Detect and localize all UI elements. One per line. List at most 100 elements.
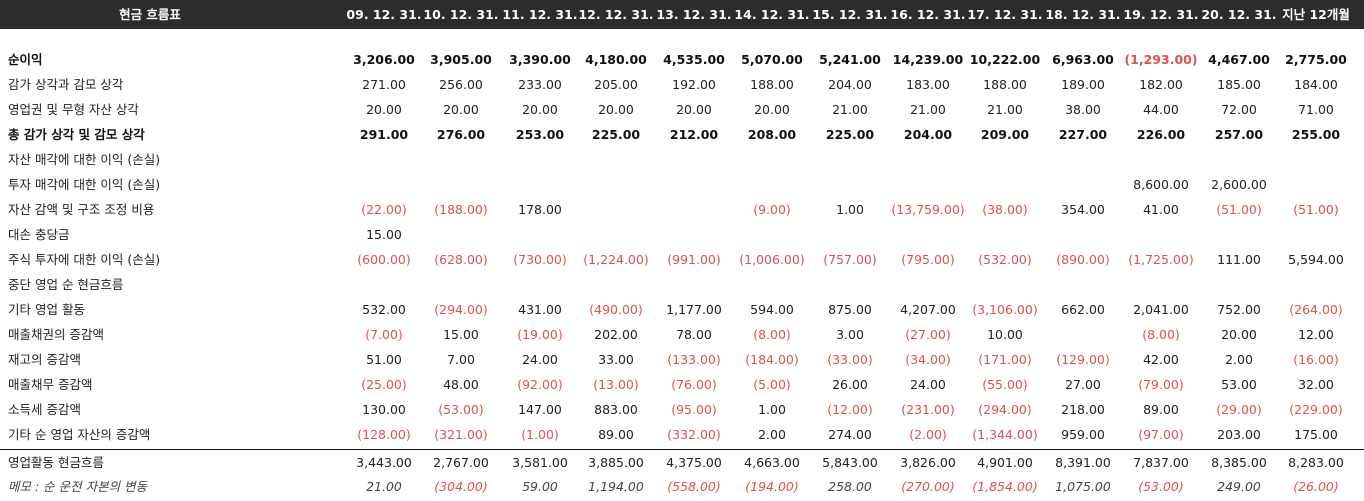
table-cell: (129.00) <box>1056 352 1110 367</box>
table-cell: (19.00) <box>517 327 563 342</box>
table-cell: 15.00 <box>366 227 402 242</box>
table-cell <box>1275 172 1357 197</box>
table-title: 현금 흐름표 <box>119 7 181 22</box>
table-cell: 1,075.00 <box>1055 479 1111 494</box>
table-cell: (757.00) <box>823 252 877 267</box>
table-cell: 72.00 <box>1221 102 1257 117</box>
table-cell: (16.00) <box>1293 352 1339 367</box>
table-cell: (3,106.00) <box>972 302 1038 317</box>
table-cell: 253.00 <box>515 127 565 142</box>
table-row: 주식 투자에 대한 이익 (손실) (600.00) (628.00) (730.00… <box>0 247 1364 272</box>
table-row: 자산 감액 및 구조 조정 비용 (22.00) (188.00) 178.00 (9.… <box>0 197 1364 222</box>
table-cell: (1,854.00) <box>972 479 1038 494</box>
table-cell: (9.00) <box>753 202 791 217</box>
table-cell: (194.00) <box>745 479 799 494</box>
table-cell: 431.00 <box>518 302 562 317</box>
table-cell <box>653 172 735 197</box>
table-cell: (1.00) <box>521 427 559 442</box>
table-cell: 209.00 <box>980 127 1030 142</box>
table-cell: 44.00 <box>1143 102 1179 117</box>
table-cell: (76.00) <box>671 377 717 392</box>
table-row: 매출채권의 증감액 (7.00) 15.00 (19.00) 202.00 78.00 (8… <box>0 322 1364 347</box>
row-label: 영업활동 현금흐름 <box>8 455 104 470</box>
row-label: 재고의 증감액 <box>8 352 81 367</box>
table-row: 자산 매각에 대한 이익 (손실) <box>0 147 1364 172</box>
table-cell <box>653 272 735 297</box>
table-cell: 5,594.00 <box>1288 252 1344 267</box>
table-cell: 291.00 <box>359 127 409 142</box>
table-cell <box>887 272 969 297</box>
table-cell: (8.00) <box>1142 327 1180 342</box>
table-cell: 2,775.00 <box>1285 52 1347 67</box>
column-header: 19. 12. 31. <box>1123 7 1199 22</box>
column-header: 14. 12. 31. <box>734 7 810 22</box>
table-cell: (332.00) <box>667 427 721 442</box>
table-cell: (34.00) <box>905 352 951 367</box>
row-label: 메모 : 순 운전 자본의 변동 <box>8 479 148 494</box>
table-cell <box>653 147 735 172</box>
table-cell: 185.00 <box>1217 77 1261 92</box>
table-cell: 21.00 <box>366 479 402 494</box>
row-label: 투자 매각에 대한 이익 (손실) <box>8 177 161 192</box>
table-cell <box>809 147 891 172</box>
table-cell: 271.00 <box>362 77 406 92</box>
row-label: 매출채무 증감액 <box>8 377 93 392</box>
table-cell <box>575 272 657 297</box>
table-cell: 274.00 <box>828 427 872 442</box>
table-cell: 147.00 <box>518 402 562 417</box>
table-cell: 4,375.00 <box>666 455 722 470</box>
table-cell: 202.00 <box>594 327 638 342</box>
table-cell <box>499 147 581 172</box>
table-cell: (730.00) <box>513 252 567 267</box>
table-cell <box>499 222 581 247</box>
table-cell: 257.00 <box>1214 127 1264 142</box>
table-cell <box>653 222 735 247</box>
row-label: 기타 순 영업 자산의 증감액 <box>8 427 151 442</box>
table-cell: 2,767.00 <box>433 455 489 470</box>
table-cell: 7.00 <box>447 352 475 367</box>
table-cell: (12.00) <box>827 402 873 417</box>
table-cell: 20.00 <box>443 102 479 117</box>
column-header: 지난 12개월 <box>1282 7 1350 22</box>
table-cell: 225.00 <box>825 127 875 142</box>
table-cell: (26.00) <box>1293 479 1339 494</box>
table-cell: (890.00) <box>1056 252 1110 267</box>
table-cell: 7,837.00 <box>1133 455 1189 470</box>
table-cell: (22.00) <box>361 202 407 217</box>
table-cell: 594.00 <box>750 302 794 317</box>
table-row: 영업활동 현금흐름 3,443.00 2,767.00 3,581.00 3,885.0… <box>0 449 1364 475</box>
table-cell: 188.00 <box>750 77 794 92</box>
table-cell: (188.00) <box>434 202 488 217</box>
table-cell: 5,843.00 <box>822 455 878 470</box>
column-header: 12. 12. 31. <box>578 7 654 22</box>
table-cell <box>809 172 891 197</box>
table-cell <box>1120 272 1202 297</box>
table-cell: (92.00) <box>517 377 563 392</box>
table-cell: 2.00 <box>758 427 786 442</box>
table-cell: 89.00 <box>598 427 634 442</box>
table-cell: 184.00 <box>1294 77 1338 92</box>
table-cell <box>887 172 969 197</box>
table-cell: 4,467.00 <box>1208 52 1270 67</box>
table-cell: 226.00 <box>1136 127 1186 142</box>
table-cell: 249.00 <box>1217 479 1261 494</box>
table-row: 순이익 3,206.00 3,905.00 3,390.00 4,180.00 4,535… <box>0 47 1364 72</box>
row-label: 대손 충당금 <box>8 227 70 242</box>
table-cell <box>575 222 657 247</box>
table-row: 기타 순 영업 자산의 증감액 (128.00) (321.00) (1.00) 89.… <box>0 422 1364 447</box>
table-cell: (7.00) <box>365 327 403 342</box>
table-cell: (27.00) <box>905 327 951 342</box>
table-cell: 218.00 <box>1061 402 1105 417</box>
table-cell: 42.00 <box>1143 352 1179 367</box>
table-cell: (8.00) <box>753 327 791 342</box>
table-cell: (97.00) <box>1138 427 1184 442</box>
table-cell: 182.00 <box>1139 77 1183 92</box>
table-cell <box>343 272 425 297</box>
table-cell: 204.00 <box>903 127 953 142</box>
table-cell: 21.00 <box>910 102 946 117</box>
table-cell <box>653 197 735 222</box>
table-cell <box>731 147 813 172</box>
table-cell: 1.00 <box>836 202 864 217</box>
table-cell: (558.00) <box>667 479 721 494</box>
table-cell <box>887 147 969 172</box>
